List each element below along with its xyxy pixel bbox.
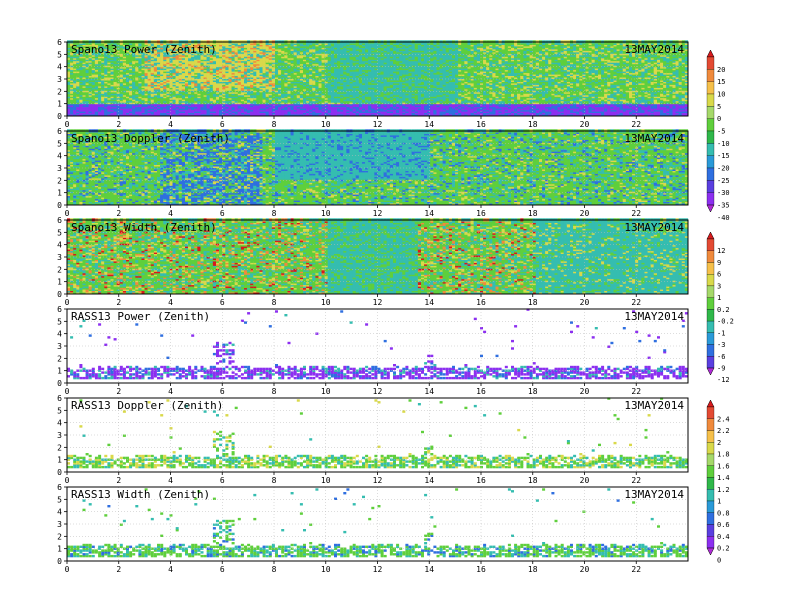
heatmap-field (67, 40, 689, 116)
